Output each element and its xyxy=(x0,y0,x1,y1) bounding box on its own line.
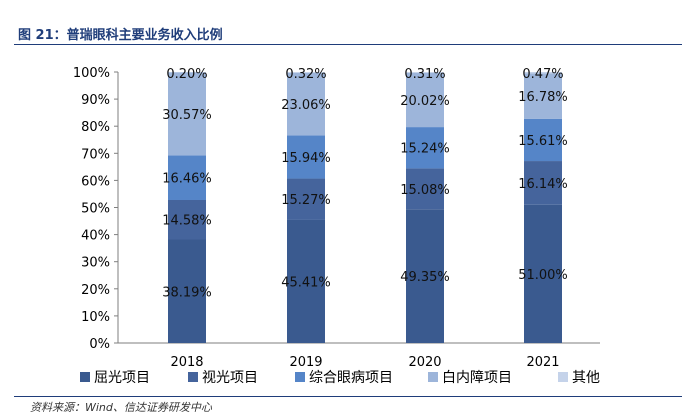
bar-segment xyxy=(168,199,206,240)
bar-segment xyxy=(287,178,325,220)
source-note: 资料来源：Wind、信达证券研发中心 xyxy=(30,401,212,414)
legend-swatch xyxy=(80,372,90,382)
data-label: 15.24% xyxy=(400,142,450,157)
bar-segment xyxy=(406,72,444,73)
data-label: 16.14% xyxy=(518,177,568,192)
data-label: 20.02% xyxy=(400,94,450,109)
data-label: 38.19% xyxy=(162,285,212,300)
data-label: 15.27% xyxy=(281,193,331,208)
bar-segment xyxy=(524,118,562,162)
data-label: 0.20% xyxy=(166,67,207,82)
bar-segment xyxy=(524,204,562,343)
legend-label: 综合眼病项目 xyxy=(309,370,393,386)
y-tick-label: 100% xyxy=(73,66,110,81)
bar-segment xyxy=(168,72,206,156)
data-label: 0.32% xyxy=(285,67,326,82)
bar-segment xyxy=(287,72,325,73)
legend-label: 白内障项目 xyxy=(442,370,512,386)
x-tick-label: 2019 xyxy=(289,355,322,370)
bar-segment xyxy=(287,135,325,179)
y-tick-label: 20% xyxy=(81,283,110,298)
bar-segment xyxy=(524,73,562,119)
legend-label: 屈光项目 xyxy=(94,370,150,386)
legend-swatch xyxy=(558,372,568,382)
data-label: 0.31% xyxy=(404,67,445,82)
data-label: 15.61% xyxy=(518,134,568,149)
bar-segment xyxy=(168,155,206,200)
y-tick-label: 10% xyxy=(81,310,110,325)
y-tick-label: 60% xyxy=(81,174,110,189)
legend-swatch xyxy=(188,372,198,382)
y-tick-label: 70% xyxy=(81,147,110,162)
x-tick-label: 2021 xyxy=(526,355,559,370)
data-label: 16.46% xyxy=(162,172,212,187)
bar-segment xyxy=(287,72,325,136)
bar-segment xyxy=(168,72,206,73)
source-divider xyxy=(14,396,682,397)
data-label: 0.47% xyxy=(522,67,563,82)
bar-segment xyxy=(406,209,444,343)
legend-swatch xyxy=(428,372,438,382)
data-label: 23.06% xyxy=(281,98,331,113)
data-label: 16.78% xyxy=(518,90,568,105)
chart-title: 图 21：普瑞眼科主要业务收入比例 xyxy=(18,28,223,43)
data-label: 51.00% xyxy=(518,268,568,283)
legend-swatch xyxy=(295,372,305,382)
data-label: 49.35% xyxy=(400,270,450,285)
bar-segment xyxy=(406,127,444,169)
y-tick-label: 50% xyxy=(81,202,110,217)
data-label: 15.08% xyxy=(400,183,450,198)
data-label: 30.57% xyxy=(162,108,212,123)
y-tick-label: 90% xyxy=(81,93,110,108)
stacked-bar-chart: 0% 10% 20% 30% 40% 50% 60% 70% 80% 90% 100% 38.19% 1… xyxy=(73,66,600,386)
x-tick-label: 2018 xyxy=(170,355,203,370)
bar-segment xyxy=(406,72,444,128)
data-label: 15.94% xyxy=(281,151,331,166)
y-tick-label: 80% xyxy=(81,120,110,135)
legend-label: 其他 xyxy=(572,370,600,386)
data-label: 45.41% xyxy=(281,275,331,290)
bar-segment xyxy=(524,72,562,74)
bar-segment xyxy=(524,161,562,205)
bar-segment xyxy=(168,239,206,343)
y-tick-label: 30% xyxy=(81,256,110,271)
y-tick-label: 0% xyxy=(89,337,110,352)
bar-segment xyxy=(287,219,325,343)
y-tick-label: 40% xyxy=(81,229,110,244)
legend-label: 视光项目 xyxy=(202,370,258,386)
title-divider xyxy=(14,44,682,45)
x-tick-label: 2020 xyxy=(408,355,441,370)
bar-segment xyxy=(406,168,444,210)
data-label: 14.58% xyxy=(162,214,212,229)
